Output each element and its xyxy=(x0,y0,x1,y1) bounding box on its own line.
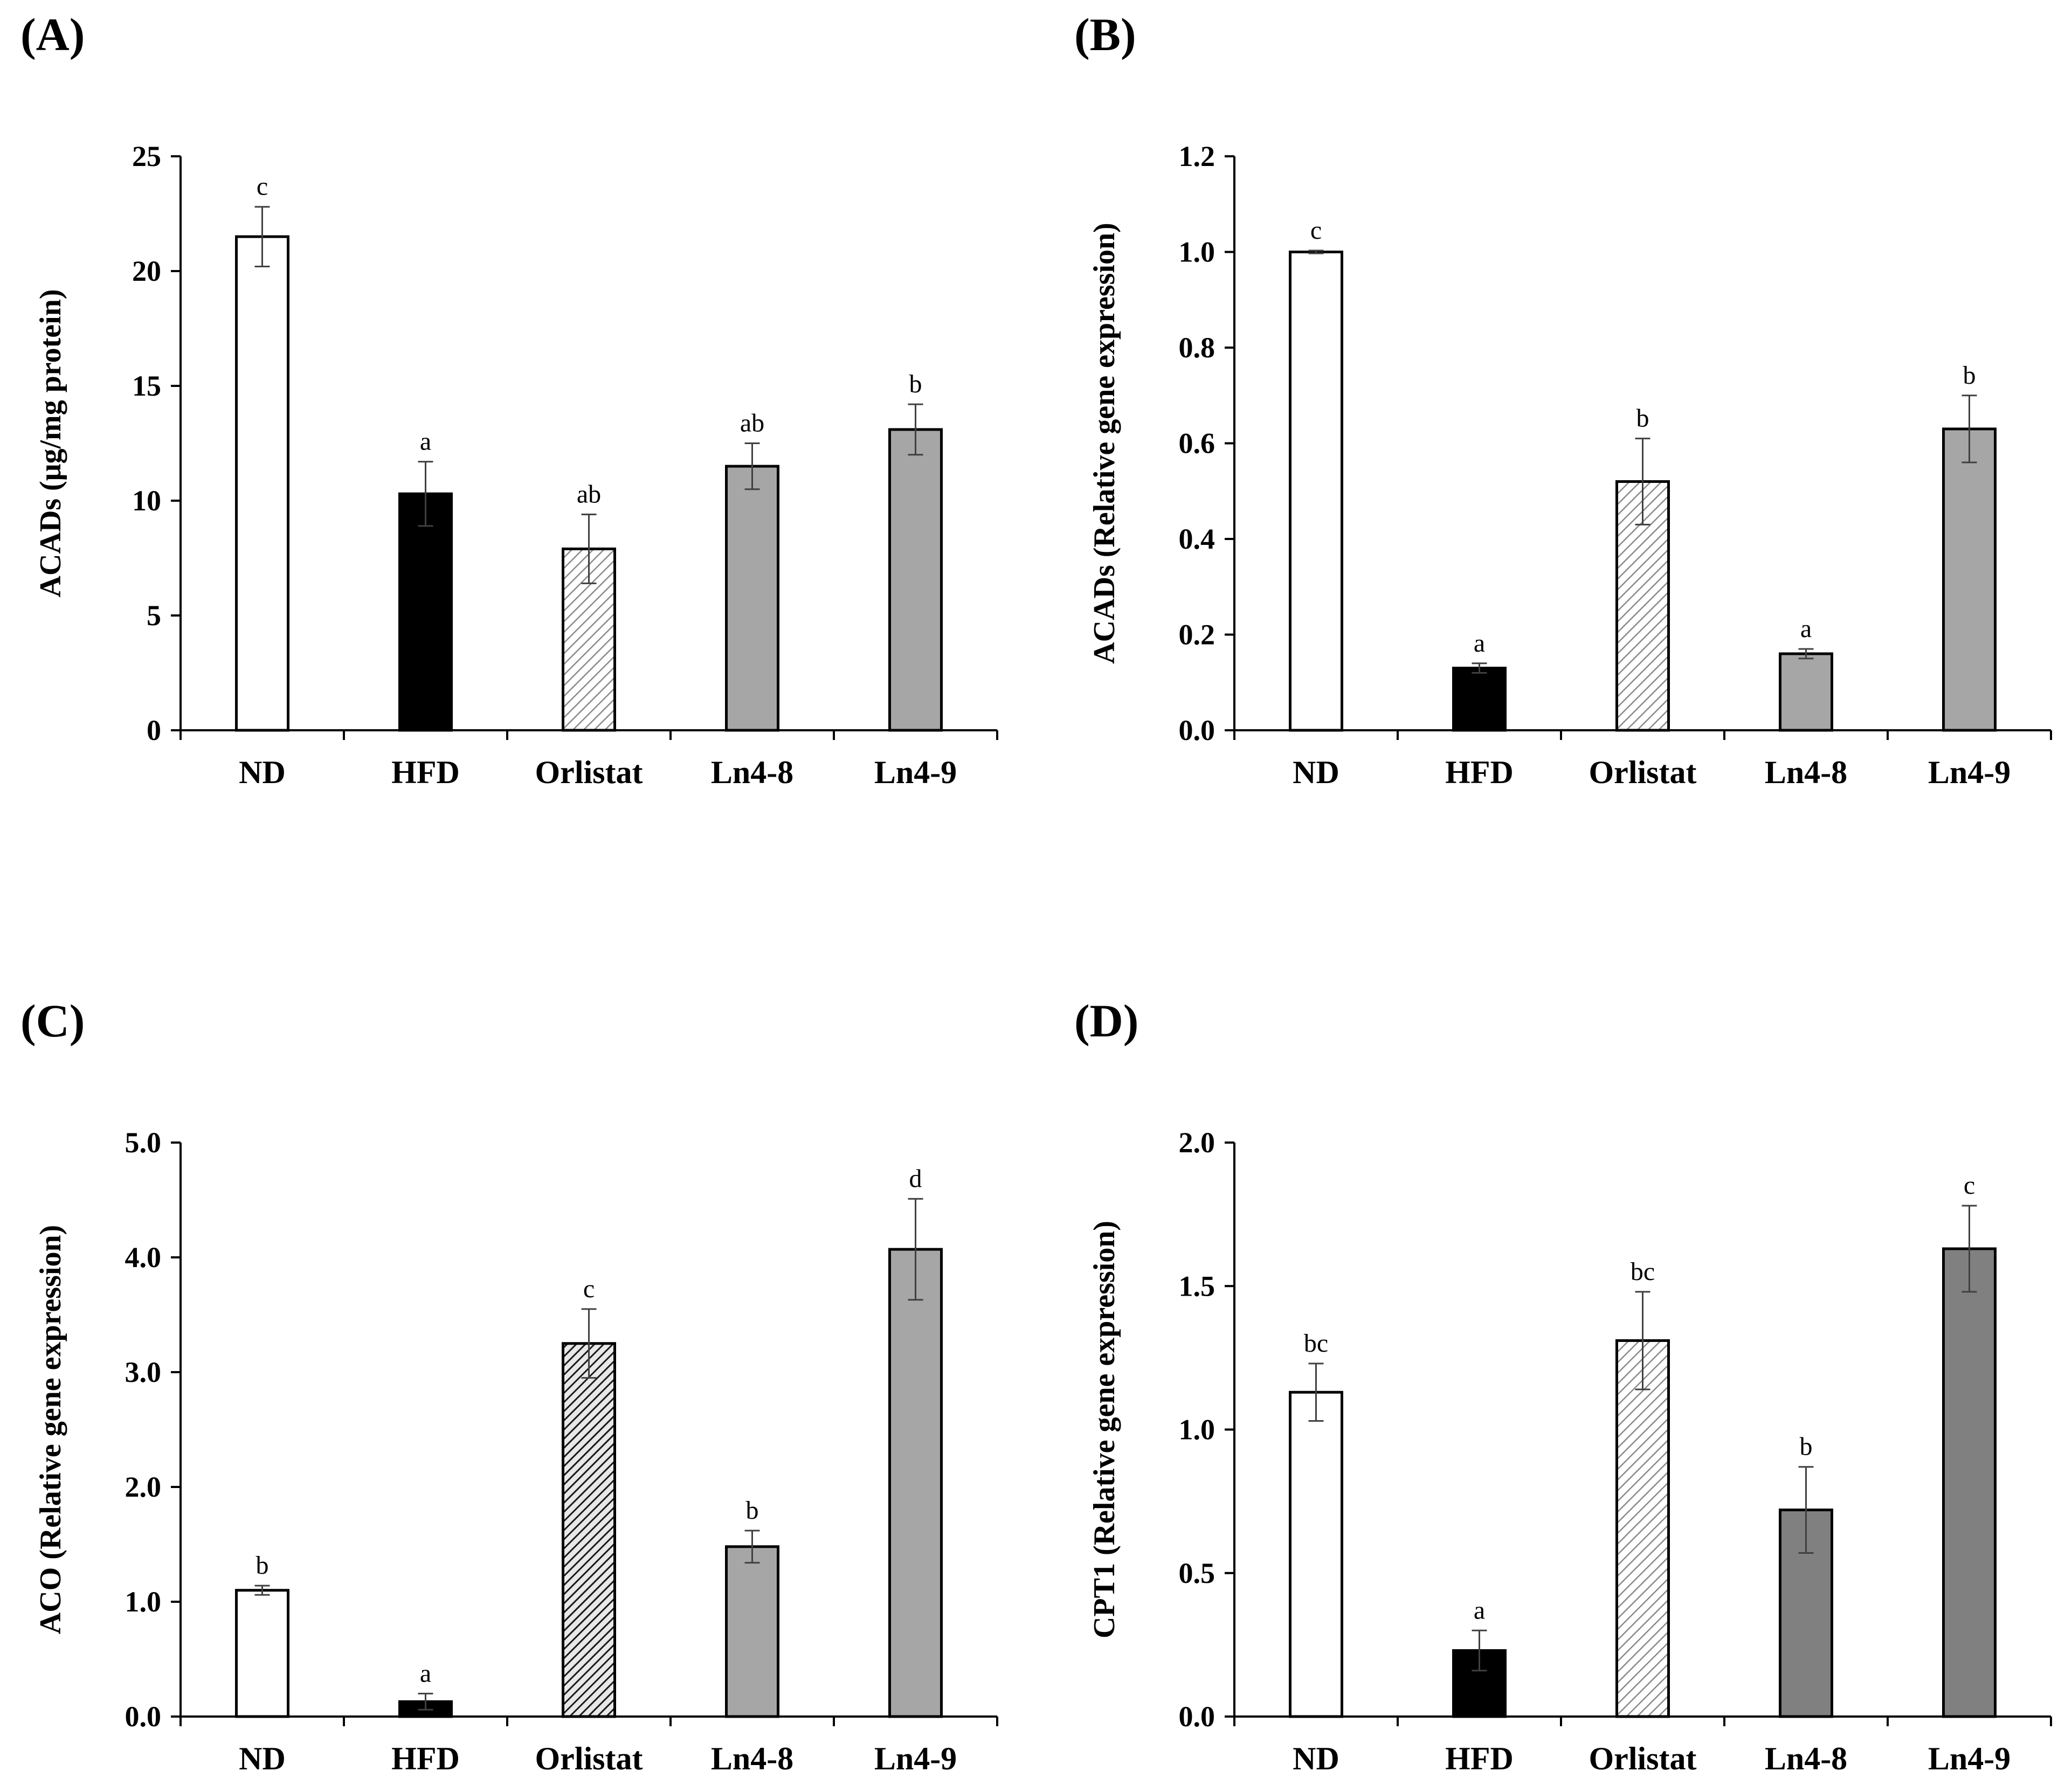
significance-letter: ab xyxy=(740,409,764,438)
x-category-label: Orlistat xyxy=(1589,755,1697,790)
y-tick-label: 10 xyxy=(132,485,161,517)
y-tick-label: 1.0 xyxy=(1179,236,1215,268)
significance-letter: bc xyxy=(1631,1257,1655,1286)
y-tick-label: 4.0 xyxy=(125,1241,162,1274)
significance-letter: a xyxy=(1474,1596,1485,1624)
y-tick-label: 15 xyxy=(132,370,161,402)
y-axis-label: ACADs (Relative gene expression) xyxy=(1088,223,1121,664)
x-category-label: HFD xyxy=(1445,1741,1514,1776)
x-category-label: ND xyxy=(239,1741,286,1776)
y-tick-label: 3.0 xyxy=(125,1356,162,1388)
y-tick-label: 0.0 xyxy=(125,1700,162,1733)
bar-nd xyxy=(235,1589,289,1718)
significance-letter: a xyxy=(420,1659,431,1687)
x-category-label: Ln4-8 xyxy=(711,755,793,790)
panel-label: (B) xyxy=(1074,9,1136,60)
significance-letter: ab xyxy=(577,480,601,509)
significance-letter: b xyxy=(746,1496,759,1525)
bar-ln4-8 xyxy=(725,465,779,732)
significance-letter: c xyxy=(1310,216,1322,245)
x-category-label: Orlistat xyxy=(1589,1741,1697,1776)
bar-orlistat xyxy=(1615,1339,1670,1718)
y-tick-label: 1.2 xyxy=(1179,140,1215,172)
y-tick-label: 0.0 xyxy=(1179,714,1215,746)
y-tick-label: 2.0 xyxy=(1179,1126,1215,1159)
x-category-label: Ln4-8 xyxy=(1765,1741,1847,1776)
significance-letter: b xyxy=(256,1551,269,1580)
significance-letter: b xyxy=(909,370,922,398)
y-tick-label: 25 xyxy=(132,140,161,172)
x-category-label: Ln4-9 xyxy=(1928,1741,2011,1776)
bar-orlistat xyxy=(562,1342,616,1718)
y-axis-label: ACO (Relative gene expression) xyxy=(34,1225,67,1635)
bar-nd xyxy=(235,235,289,732)
x-category-label: Orlistat xyxy=(535,1741,643,1776)
y-axis-label: CPT1 (Relative gene expression) xyxy=(1088,1221,1121,1638)
x-category-label: Ln4-8 xyxy=(711,1741,793,1776)
significance-letter: a xyxy=(420,427,431,456)
panel-label: (A) xyxy=(20,9,85,60)
significance-letter: d xyxy=(909,1164,922,1193)
x-category-label: ND xyxy=(1293,755,1339,790)
y-tick-label: 2.0 xyxy=(125,1471,162,1503)
significance-letter: a xyxy=(1474,629,1485,658)
y-tick-label: 0.6 xyxy=(1179,427,1215,460)
bar-ln4-9 xyxy=(888,428,943,732)
significance-letter: b xyxy=(1963,361,1976,390)
y-axis-label: ACADs (μg/mg protein) xyxy=(34,289,67,597)
y-tick-label: 0.8 xyxy=(1179,331,1215,364)
y-tick-label: 0.4 xyxy=(1179,523,1215,555)
y-tick-label: 0.0 xyxy=(1179,1700,1215,1733)
x-category-label: Ln4-9 xyxy=(874,755,957,790)
y-tick-label: 1.0 xyxy=(125,1586,162,1618)
y-tick-label: 0.5 xyxy=(1179,1557,1215,1589)
y-tick-label: 0.2 xyxy=(1179,619,1215,651)
bar-chart-svg: 0.0 1.0 2.0 3.0 4.0 5.0 ACO (Relative gene exp… xyxy=(34,1126,998,1776)
bar-chart-svg: 0.0 0.2 0.4 0.6 0.8 1.0 1.2 ACADs (Relative gen… xyxy=(1088,140,2052,790)
bar-chart-svg: 0.0 0.5 1.0 1.5 2.0 CPT1 (Relative gene expre… xyxy=(1088,1126,2052,1776)
bar-hfd xyxy=(1452,667,1507,732)
significance-letter: a xyxy=(1800,614,1812,643)
y-tick-label: 5 xyxy=(147,599,161,632)
bar-chart-svg: 0 5 10 15 20 25 ACADs (μg/mg protein) c ND a HFD ab… xyxy=(34,140,998,790)
significance-letter: bc xyxy=(1304,1329,1328,1358)
y-tick-label: 0 xyxy=(147,714,161,746)
bar-ln4-9 xyxy=(888,1248,943,1718)
x-category-label: HFD xyxy=(391,1741,460,1776)
bar-ln4-9 xyxy=(1942,1247,1997,1718)
y-tick-label: 5.0 xyxy=(125,1126,162,1159)
y-tick-label: 20 xyxy=(132,255,161,287)
x-category-label: Orlistat xyxy=(535,755,643,790)
bar-ln4-9 xyxy=(1942,427,1997,732)
x-category-label: HFD xyxy=(1445,755,1514,790)
bar-nd xyxy=(1289,251,1343,732)
bar-ln4-8 xyxy=(725,1545,779,1718)
x-category-label: Ln4-9 xyxy=(1928,755,2011,790)
bar-ln4-8 xyxy=(1779,652,1833,732)
significance-letter: c xyxy=(1964,1171,1975,1200)
significance-letter: c xyxy=(257,172,268,201)
x-category-label: ND xyxy=(239,755,286,790)
x-category-label: HFD xyxy=(391,755,460,790)
significance-letter: b xyxy=(1636,404,1649,433)
panel-label: (C) xyxy=(20,995,85,1047)
x-category-label: Ln4-8 xyxy=(1765,755,1847,790)
x-category-label: ND xyxy=(1293,1741,1339,1776)
y-tick-label: 1.0 xyxy=(1179,1414,1215,1446)
significance-letter: c xyxy=(583,1275,595,1303)
significance-letter: b xyxy=(1800,1433,1813,1461)
y-tick-label: 1.5 xyxy=(1179,1270,1215,1302)
x-category-label: Ln4-9 xyxy=(874,1741,957,1776)
bar-nd xyxy=(1289,1390,1343,1718)
bar-hfd xyxy=(398,492,453,732)
panel-label: (D) xyxy=(1074,995,1139,1047)
